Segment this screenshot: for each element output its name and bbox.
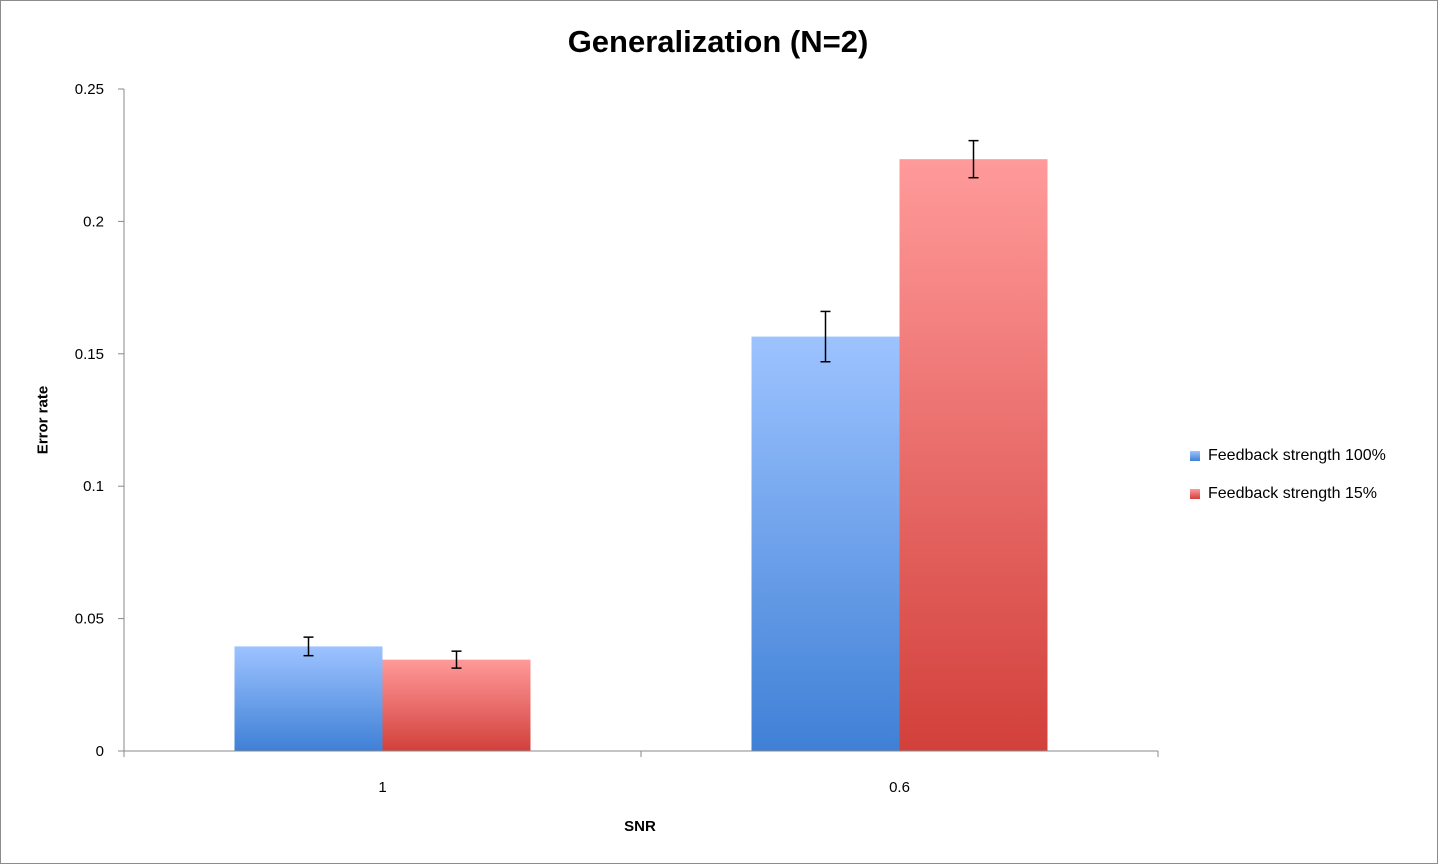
bar-series-1-cat-2 — [751, 336, 900, 751]
error-bar-series-1-cat-2 — [820, 310, 831, 363]
x-tick-label: 0.6 — [889, 779, 910, 796]
legend-item-series-2: Feedback strength 15% — [1190, 475, 1386, 513]
y-tick-label: 0.25 — [75, 81, 104, 98]
x-tick-label: 1 — [378, 779, 386, 796]
x-axis-label: SNR — [624, 818, 656, 835]
legend-label-series-1: Feedback strength 100% — [1208, 447, 1386, 464]
bar-series-1-cat-1 — [234, 646, 383, 751]
bar-series-2-cat-2 — [899, 159, 1048, 751]
chart-title: Generalization (N=2) — [567, 24, 869, 59]
bar-series-2-cat-1 — [382, 659, 531, 751]
legend-item-series-1: Feedback strength 100% — [1190, 437, 1386, 475]
error-bar-series-2-cat-1 — [451, 650, 462, 669]
legend-label-series-2: Feedback strength 15% — [1208, 485, 1377, 502]
legend-swatch-series-2 — [1190, 489, 1200, 499]
y-tick-label: 0.05 — [75, 611, 104, 628]
legend: Feedback strength 100% Feedback strength… — [1190, 437, 1386, 513]
y-tick-label: 0 — [96, 743, 104, 760]
y-tick-label: 0.1 — [83, 478, 104, 495]
y-tick-label: 0.2 — [83, 213, 104, 230]
legend-swatch-series-1 — [1190, 451, 1200, 461]
error-bar-series-1-cat-1 — [303, 636, 314, 657]
error-bar-series-2-cat-2 — [968, 139, 979, 179]
y-tick-label: 0.15 — [75, 346, 104, 363]
